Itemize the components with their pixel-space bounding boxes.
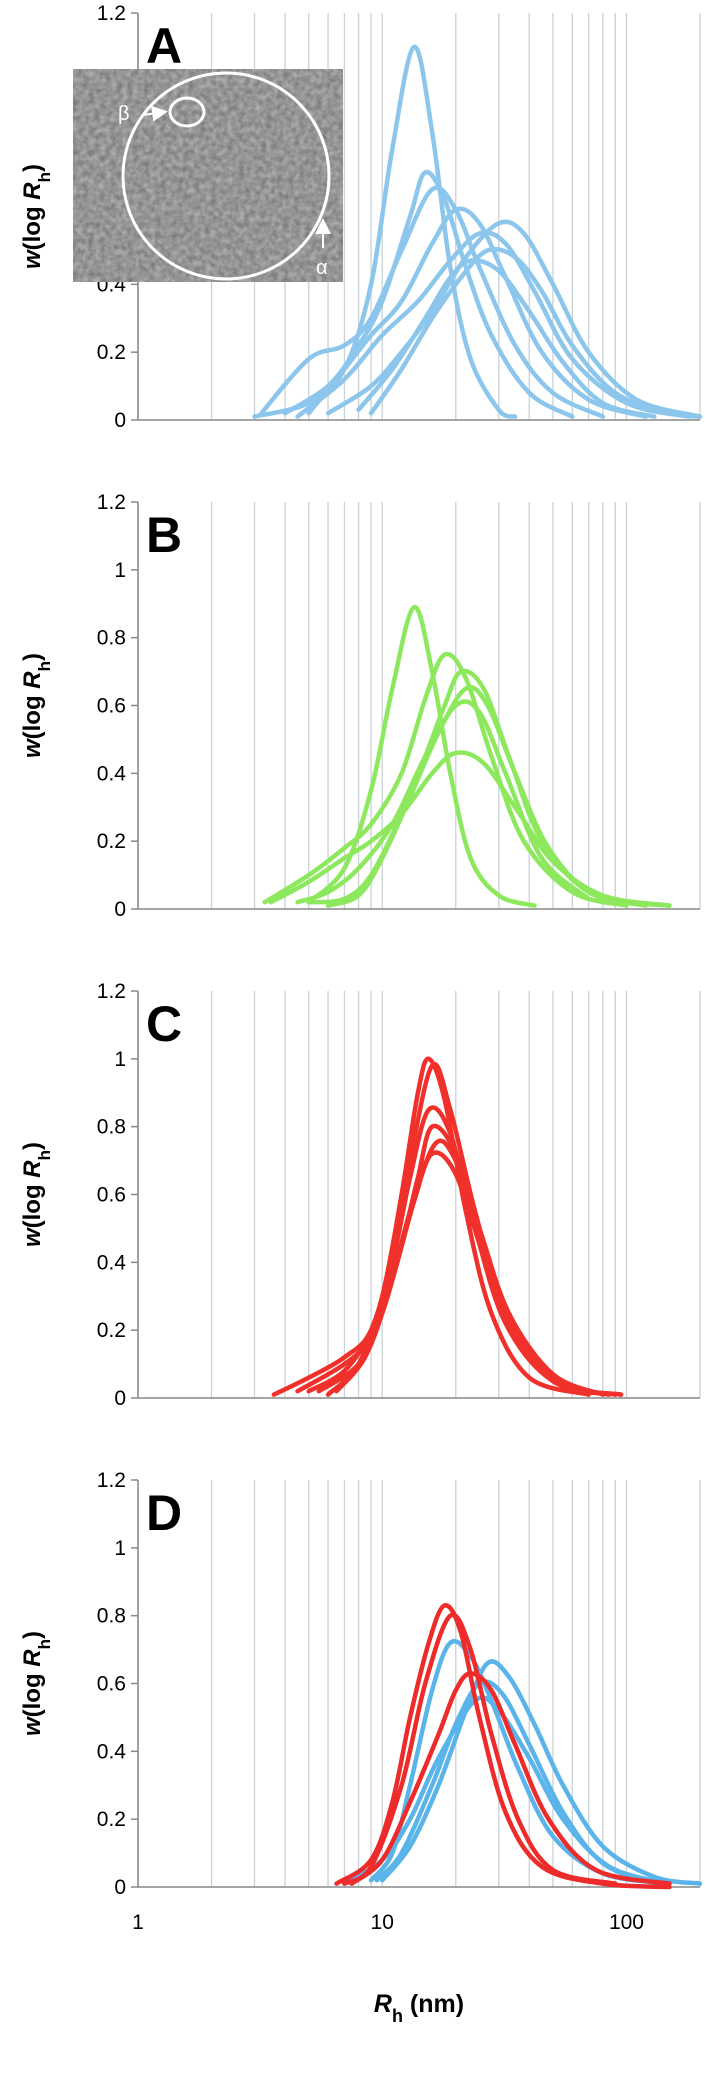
y-tick-label: 0.2 [97, 341, 126, 364]
y-tick-label: 0.4 [97, 1740, 127, 1763]
curve [379, 1659, 703, 1886]
y-axis-label-part: R [19, 1160, 46, 1178]
inset-label: β [118, 103, 130, 125]
y-tick-label: 0.4 [97, 1251, 127, 1274]
y-axis-label-part: ) [19, 653, 46, 661]
y-tick-label: 0.6 [97, 1184, 126, 1207]
y-tick-label: 1.2 [97, 2, 126, 25]
y-axis-label-part: ) [19, 1142, 46, 1150]
y-tick-label: 1.2 [97, 980, 126, 1003]
x-tick-label: 1 [132, 1911, 144, 1934]
y-tick-label: 1.2 [97, 1469, 126, 1492]
curve [342, 1695, 672, 1886]
y-axis-label-part: R [19, 182, 46, 200]
panel-label: D [146, 1485, 182, 1541]
y-axis-label-part: R [19, 671, 46, 689]
y-axis-label-part: h [35, 1639, 54, 1649]
y-tick-label: 0 [114, 898, 126, 921]
curve [368, 246, 703, 419]
y-tick-label: 1 [114, 1048, 126, 1071]
y-tick-label: 1 [114, 559, 126, 582]
curve [295, 230, 692, 419]
y-axis-label: w(log Rh) [19, 164, 54, 269]
y-tick-label: 0.8 [97, 627, 126, 650]
x-axis-label-part: h [392, 2006, 403, 2026]
curve [349, 1671, 672, 1886]
x-tick-label: 100 [609, 1911, 644, 1934]
x-axis-label-part: (nm) [403, 1990, 464, 2018]
y-tick-label: 1 [114, 1537, 126, 1560]
y-axis-label-part: R [19, 1649, 46, 1667]
curve [295, 699, 591, 905]
y-axis-label-part: h [35, 172, 54, 182]
y-tick-label: 0 [114, 1876, 126, 1899]
inset-small-circle [168, 96, 206, 128]
y-axis-label-part: (log [19, 200, 46, 251]
y-axis-label-part: ) [19, 164, 46, 172]
curve [306, 1105, 618, 1397]
y-axis-label-part: (log [19, 1178, 46, 1229]
inset-texture [73, 69, 343, 282]
y-axis-label: w(log Rh) [19, 653, 54, 758]
y-axis-label-part: (log [19, 1667, 46, 1718]
panel-label: C [146, 996, 182, 1052]
curve [282, 169, 575, 419]
curve [325, 219, 703, 419]
y-axis-label: w(log Rh) [19, 1631, 54, 1736]
y-axis-label-part: h [35, 661, 54, 671]
x-tick-label: 10 [371, 1911, 394, 1934]
curve [268, 750, 672, 908]
y-axis-label-part: w [19, 1716, 46, 1736]
y-tick-label: 0.8 [97, 1116, 126, 1139]
y-tick-label: 0 [114, 1387, 126, 1410]
y-axis-label-part: (log [19, 689, 46, 740]
curve [259, 185, 606, 419]
curve [334, 1603, 672, 1890]
curve [262, 651, 629, 908]
curve [334, 1138, 606, 1397]
inset-circle [121, 71, 331, 281]
y-tick-label: 0 [114, 409, 126, 432]
y-axis-label-part: ) [19, 1631, 46, 1639]
curve [306, 206, 649, 419]
panel-label: B [146, 507, 182, 563]
y-tick-label: 0.4 [97, 762, 127, 785]
y-tick-label: 1.2 [97, 491, 126, 514]
y-axis-label-part: w [19, 738, 46, 758]
inset-label: α [316, 257, 328, 279]
y-axis-label-part: w [19, 249, 46, 269]
y-axis-label: w(log Rh) [19, 1142, 54, 1247]
y-tick-label: 0.6 [97, 695, 126, 718]
y-tick-label: 0.2 [97, 1808, 126, 1831]
y-tick-label: 0.2 [97, 1319, 126, 1342]
x-axis-label: Rh (nm) [374, 1990, 464, 2026]
curve [295, 1150, 624, 1397]
y-axis-label-part: w [19, 1227, 46, 1247]
y-axis-label-part: h [35, 1150, 54, 1160]
y-tick-label: 0.8 [97, 1605, 126, 1628]
curve [356, 258, 657, 419]
y-tick-label: 0.2 [97, 830, 126, 853]
inset-image: βα [73, 69, 343, 282]
curve [306, 604, 537, 908]
panel-label: A [146, 18, 182, 74]
curve [342, 1612, 618, 1886]
x-axis-label-part: R [374, 1990, 392, 2018]
inset-arrow [142, 105, 168, 122]
y-tick-label: 0.6 [97, 1673, 126, 1696]
